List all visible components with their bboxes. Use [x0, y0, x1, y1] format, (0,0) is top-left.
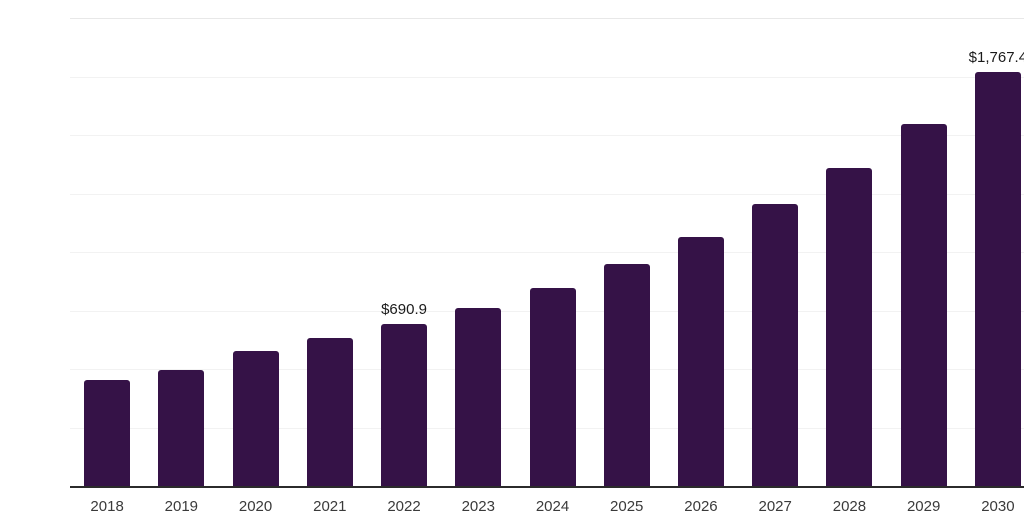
bar-2019[interactable] — [158, 370, 205, 486]
x-axis-label: 2019 — [164, 498, 199, 515]
bar-2027[interactable] — [752, 204, 799, 486]
gridline — [70, 193, 1024, 195]
x-axis-label: 2029 — [906, 498, 941, 515]
plot-area: $690.9 $1,767.4 — [70, 18, 1024, 486]
bar-2021[interactable] — [306, 338, 353, 486]
x-axis-line — [70, 486, 1024, 488]
x-axis-label: 2030 — [981, 498, 1015, 515]
bar-2025[interactable] — [603, 263, 650, 486]
x-axis-label: 2021 — [313, 498, 347, 515]
bar-value-label: $1,767.4 — [968, 49, 1024, 67]
x-axis: 2018 2019 2020 2021 2022 2023 2024 2025 2026 2027… — [70, 498, 1024, 518]
x-axis-label: 2025 — [610, 498, 644, 515]
x-axis-label: 2023 — [461, 498, 495, 515]
bar-2028[interactable] — [826, 168, 873, 486]
x-axis-label: 2020 — [238, 498, 273, 515]
bar-2023[interactable] — [455, 307, 502, 486]
gridline — [70, 252, 1024, 253]
x-axis-label: 2022 — [387, 498, 421, 515]
x-axis-label: 2024 — [535, 498, 570, 515]
bar-2030[interactable] — [974, 72, 1021, 486]
bar-2022[interactable] — [381, 324, 428, 486]
bar-value-label: $690.9 — [381, 301, 427, 319]
gridline — [70, 135, 1024, 136]
bar-2029[interactable] — [900, 123, 947, 486]
bar-2024[interactable] — [529, 287, 576, 486]
bar-2018[interactable] — [84, 380, 131, 486]
x-axis-label: 2026 — [684, 498, 718, 515]
x-axis-label: 2027 — [758, 498, 792, 515]
gridline — [70, 18, 1024, 19]
bar-chart: $690.9 $1,767.4 2018 2019 2020 2021 2022 2023 2… — [40, 16, 1024, 528]
bar-2026[interactable] — [677, 237, 724, 486]
x-axis-label: 2018 — [90, 498, 124, 515]
bar-2020[interactable] — [232, 351, 279, 486]
gridline — [70, 76, 1024, 78]
x-axis-label: 2028 — [832, 498, 867, 515]
